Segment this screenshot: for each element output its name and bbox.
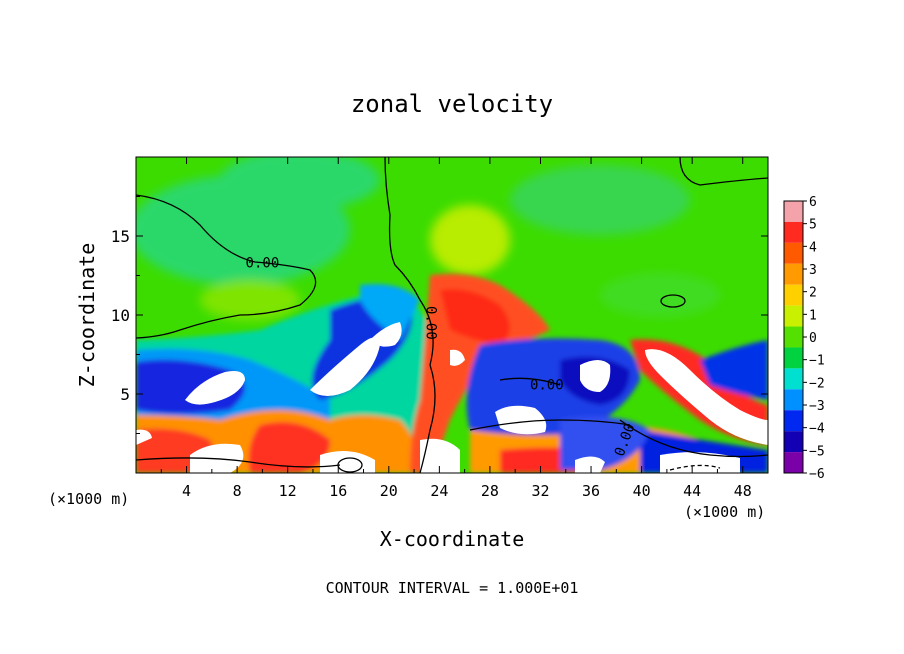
colorbar-swatch xyxy=(784,305,803,327)
x-axis-label: X-coordinate xyxy=(380,527,525,551)
x-units-right: (×1000 m) xyxy=(684,503,765,521)
contour-label: 0.00 xyxy=(423,306,439,340)
colorbar: 6 5 4 3 2 1 0 −1 −2 −3 −4 −5 −6 xyxy=(783,195,825,482)
y-tick-label: 10 xyxy=(111,306,130,325)
x-tick-label: 4 xyxy=(182,482,191,500)
colorbar-tick-label: 5 xyxy=(809,218,817,233)
colorbar-tick-label: −3 xyxy=(809,399,825,414)
contour-label: 0.00 xyxy=(246,256,280,272)
x-tick-label: 20 xyxy=(380,482,398,500)
x-tick-label: 32 xyxy=(531,482,549,500)
contour-label: 0.00 xyxy=(530,377,564,393)
colorbar-swatch xyxy=(784,242,803,264)
x-tick-label: 36 xyxy=(582,482,600,500)
x-axis: 4 8 12 16 20 24 28 32 36 40 44 48 xyxy=(160,157,752,500)
colorbar-tick-label: 0 xyxy=(809,331,817,346)
y-axis: 5 10 15 xyxy=(111,196,768,434)
x-tick-label: 28 xyxy=(481,482,499,500)
colorbar-tick-label: 4 xyxy=(809,240,817,255)
colorbar-tick-label: −6 xyxy=(809,467,825,482)
colorbar-swatch xyxy=(784,368,803,390)
y-tick-label: 5 xyxy=(120,385,130,404)
colorbar-tick-label: 1 xyxy=(809,308,817,323)
colorbar-swatch xyxy=(784,221,803,243)
colorbar-swatch xyxy=(784,452,803,473)
contour-interval-note: CONTOUR INTERVAL = 1.000E+01 xyxy=(326,579,579,597)
colorbar-tick-label: −4 xyxy=(809,422,825,437)
colorbar-swatch xyxy=(784,201,803,222)
y-axis-label: Z-coordinate xyxy=(75,243,99,388)
x-tick-label: 48 xyxy=(734,482,752,500)
colorbar-swatch xyxy=(784,284,803,306)
chart-title: zonal velocity xyxy=(351,90,553,118)
colorbar-tick-label: 2 xyxy=(809,286,817,301)
colorbar-swatch xyxy=(784,389,803,411)
x-tick-label: 8 xyxy=(233,482,242,500)
colorbar-tick-label: −5 xyxy=(809,444,825,459)
colorbar-swatch xyxy=(784,326,803,348)
colorbar-swatch xyxy=(784,347,803,369)
x-tick-label: 40 xyxy=(633,482,651,500)
colorbar-tick-label: −2 xyxy=(809,376,825,391)
heatmap-field: 0.000.000.000.00 xyxy=(136,157,768,473)
colorbar-swatch xyxy=(784,410,803,432)
colorbar-tick-label: −1 xyxy=(809,354,825,369)
colorbar-swatch xyxy=(784,263,803,285)
colorbar-tick-label: 6 xyxy=(809,195,817,210)
colorbar-swatch xyxy=(784,431,803,453)
x-tick-label: 16 xyxy=(329,482,347,500)
y-tick-label: 15 xyxy=(111,227,130,246)
x-units-left: (×1000 m) xyxy=(48,490,129,508)
colorbar-tick-label: 3 xyxy=(809,263,817,278)
x-tick-label: 12 xyxy=(279,482,297,500)
x-tick-label: 44 xyxy=(683,482,701,500)
x-tick-label: 24 xyxy=(430,482,448,500)
